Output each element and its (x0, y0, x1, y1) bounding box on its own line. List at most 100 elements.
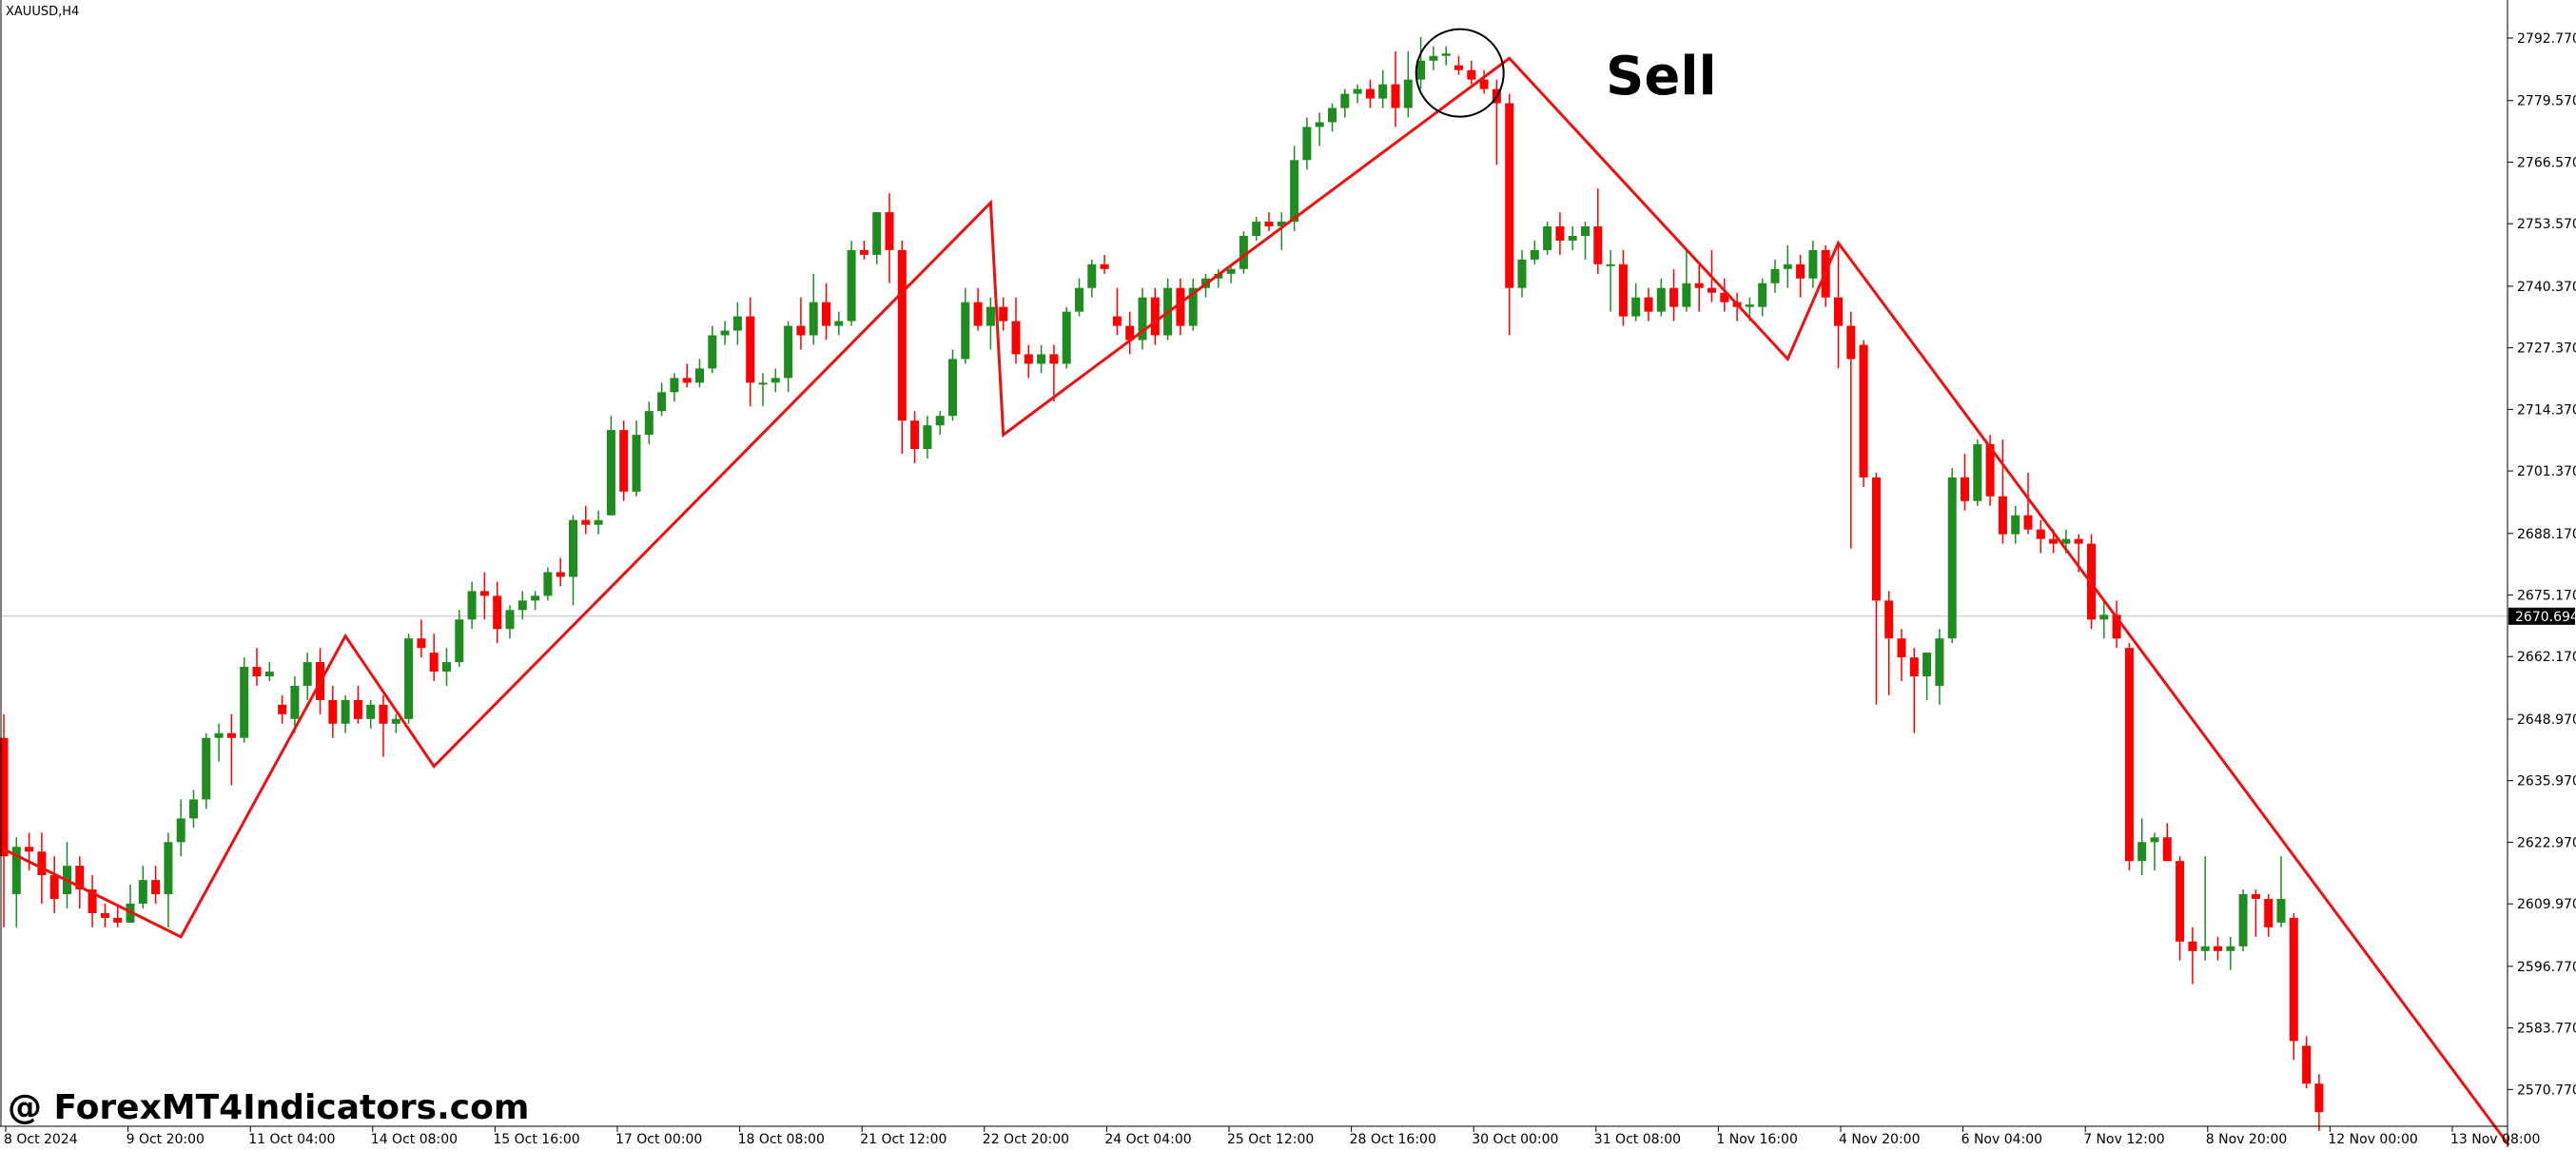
watermark-text: @ ForexMT4Indicators.com (8, 1088, 529, 1127)
candle-body (1011, 321, 1021, 355)
candle-body (935, 416, 945, 426)
price-tick-label: 2727.370 (2517, 341, 2576, 357)
candle-body (252, 667, 262, 677)
candle-body (493, 595, 502, 630)
candle-body (923, 425, 932, 450)
candle-body (1479, 79, 1489, 89)
time-tick-label: 17 Oct 00:00 (615, 1132, 702, 1147)
candle-body (353, 699, 362, 719)
candle-body (809, 302, 818, 336)
price-tick-label: 2583.770 (2517, 1022, 2576, 1037)
time-tick-label: 15 Oct 16:00 (493, 1132, 579, 1147)
candle-body (113, 917, 123, 923)
candle-body (1226, 268, 1236, 274)
candle-body (2289, 917, 2298, 1042)
candle-body (758, 382, 768, 385)
candle-body (1302, 127, 1312, 161)
price-tick-label: 2622.970 (2517, 835, 2576, 850)
candle-body (1037, 354, 1046, 364)
candle-body (1770, 268, 1780, 283)
candle-body (1049, 354, 1059, 364)
candle-body (569, 519, 577, 577)
price-tick-label: 2596.770 (2517, 960, 2576, 975)
price-tick-label: 2675.170 (2517, 589, 2576, 604)
candle-body (2061, 538, 2071, 544)
candle-body (847, 249, 856, 322)
candle-body (531, 595, 540, 601)
candle-body (986, 306, 995, 326)
candle-body (151, 880, 161, 895)
candle-body (1859, 344, 1868, 478)
candle-body (1075, 287, 1083, 312)
candle-body (1581, 226, 1590, 236)
candle-body (1429, 55, 1438, 61)
candle-body (1656, 287, 1666, 312)
time-tick-label: 4 Nov 20:00 (1839, 1132, 1920, 1147)
candle-body (2150, 837, 2159, 843)
time-tick-label: 6 Nov 04:00 (1961, 1132, 2042, 1147)
candle-body (1593, 226, 1603, 264)
candle-body (1530, 249, 1539, 260)
candle-body (2188, 941, 2197, 951)
candle-body (822, 302, 830, 326)
candle-body (25, 847, 34, 852)
candle-body (505, 610, 515, 630)
time-tick-label: 14 Oct 08:00 (371, 1132, 458, 1147)
candle-body (682, 378, 692, 383)
price-tick-label: 2688.170 (2517, 527, 2576, 542)
candle-body (1239, 235, 1248, 269)
time-tick-label: 8 Nov 20:00 (2206, 1132, 2287, 1147)
candle-body (1758, 283, 1767, 307)
candle-body (1353, 88, 1362, 94)
candle-body (1682, 283, 1691, 307)
candle-body (1745, 304, 1754, 307)
candle-body (670, 378, 679, 393)
candle-body (2176, 861, 2185, 942)
candle-body (2314, 1083, 2324, 1113)
time-tick-label: 11 Oct 04:00 (248, 1132, 335, 1147)
time-tick-label: 9 Oct 20:00 (127, 1132, 205, 1147)
price-tick-label: 2701.370 (2517, 464, 2576, 479)
candle-body (732, 316, 742, 331)
candle-body (973, 302, 983, 326)
candle-body (1568, 235, 1577, 241)
candle-body (189, 799, 198, 819)
candle-body (1517, 259, 1527, 288)
time-tick-label: 18 Oct 08:00 (738, 1132, 825, 1147)
candle-body (1328, 107, 1337, 123)
candle-body (796, 325, 806, 336)
candle-body (594, 519, 603, 525)
candle-body (999, 306, 1008, 322)
candle-body (240, 667, 249, 738)
candle-body (1834, 297, 1843, 326)
candle-body (2251, 894, 2260, 900)
price-tick-label: 2635.970 (2517, 774, 2576, 790)
candle-body (1277, 222, 1286, 227)
price-tick-label: 2779.570 (2517, 94, 2576, 109)
candle-body (1505, 103, 1514, 288)
candle-body (657, 392, 667, 412)
candle-body (1403, 79, 1413, 108)
candle-body (1708, 287, 1716, 293)
candle-body (1909, 657, 1919, 677)
candle-body (0, 737, 9, 857)
price-tick-label: 2648.970 (2517, 712, 2576, 728)
candle-body (2214, 946, 2222, 951)
candle-body (2276, 899, 2286, 923)
candle-body (49, 875, 59, 900)
candle-body (897, 249, 907, 421)
candle-body (164, 842, 173, 895)
candle-body (391, 718, 400, 724)
candle-body (1694, 283, 1704, 288)
current-price-label: 2670.694 (2515, 610, 2576, 625)
candle-body (1252, 222, 1261, 236)
candle-body (859, 249, 868, 255)
candle-body (341, 699, 350, 724)
candle-body (1998, 496, 2007, 535)
candle-body (720, 330, 730, 336)
candle-body (1935, 638, 1944, 686)
candle-body (1644, 297, 1653, 312)
candle-body (708, 335, 717, 369)
candle-body (176, 818, 185, 843)
candle-body (606, 430, 615, 516)
